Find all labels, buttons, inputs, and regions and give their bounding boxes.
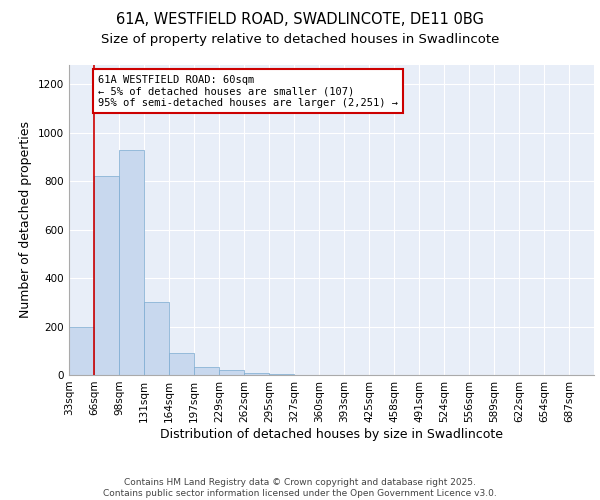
Text: 61A WESTFIELD ROAD: 60sqm
← 5% of detached houses are smaller (107)
95% of semi-: 61A WESTFIELD ROAD: 60sqm ← 5% of detach… [98, 74, 398, 108]
Bar [194, 366, 219, 375]
Y-axis label: Number of detached properties: Number of detached properties [19, 122, 32, 318]
X-axis label: Distribution of detached houses by size in Swadlincote: Distribution of detached houses by size … [160, 428, 503, 440]
Bar [119, 150, 144, 375]
Text: 61A, WESTFIELD ROAD, SWADLINCOTE, DE11 0BG: 61A, WESTFIELD ROAD, SWADLINCOTE, DE11 0… [116, 12, 484, 28]
Bar [94, 176, 119, 375]
Bar [269, 374, 294, 375]
Text: Contains HM Land Registry data © Crown copyright and database right 2025.
Contai: Contains HM Land Registry data © Crown c… [103, 478, 497, 498]
Bar [144, 302, 169, 375]
Bar [169, 353, 194, 375]
Bar [244, 372, 269, 375]
Bar [219, 370, 244, 375]
Text: Size of property relative to detached houses in Swadlincote: Size of property relative to detached ho… [101, 32, 499, 46]
Bar [69, 327, 94, 375]
